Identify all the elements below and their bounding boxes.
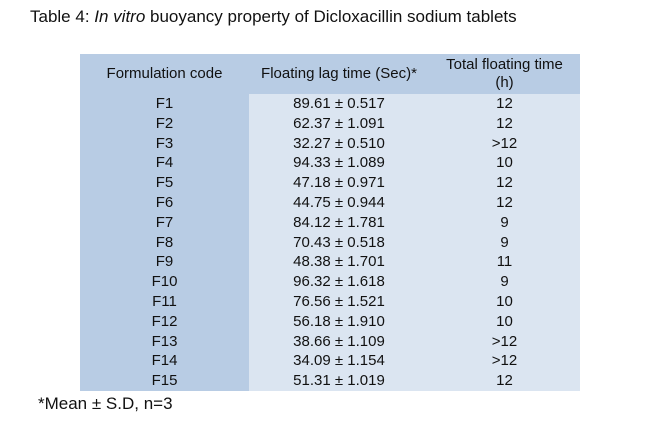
table-row: F5 47.18 ± 0.971 12: [80, 173, 580, 193]
table-row: F8 70.43 ± 0.518 9: [80, 232, 580, 253]
table-row: F13 38.66 ± 1.109 >12: [80, 331, 580, 352]
cell-total-floating-time: >12: [491, 352, 518, 370]
buoyancy-table: Formulation code Floating lag time (Sec)…: [80, 54, 580, 391]
cell-total-floating-time: 9: [500, 233, 509, 251]
cell-floating-lag-time: 34.09 ± 1.154: [293, 352, 385, 370]
cell-total-floating-time: 12: [496, 95, 513, 112]
cell-floating-lag-time: 47.18 ± 0.971: [293, 174, 385, 192]
cell-formulation-code: F2: [80, 113, 249, 134]
cell-total-floating-time: 12: [496, 114, 513, 132]
header-total-floating-time: Total floating time (h): [429, 54, 580, 94]
cell-formulation-code: F9: [80, 252, 249, 273]
table-row: F3 32.27 ± 0.510 >12: [80, 133, 580, 154]
table-row: F2 62.37 ± 1.091 12: [80, 113, 580, 134]
cell-floating-lag-time: 94.33 ± 1.089: [293, 154, 385, 172]
title-italic: In vitro: [94, 7, 146, 26]
cell-floating-lag-time: 89.61 ± 0.517: [293, 95, 385, 112]
cell-total-floating-time: 10: [496, 292, 513, 310]
table-row: F7 84.12 ± 1.781 9: [80, 212, 580, 233]
cell-floating-lag-time: 32.27 ± 0.510: [293, 134, 385, 152]
cell-total-floating-time: 10: [496, 312, 513, 330]
title-suffix: buoyancy property of Dicloxacillin sodiu…: [145, 7, 517, 26]
table-row: F1 89.61 ± 0.517 12: [80, 94, 580, 114]
cell-floating-lag-time: 96.32 ± 1.618: [293, 273, 385, 291]
header-floating-lag-time: Floating lag time (Sec)*: [249, 54, 429, 94]
table-row: F12 56.18 ± 1.910 10: [80, 311, 580, 332]
cell-total-floating-time: 9: [500, 213, 509, 231]
table-row: F15 51.31 ± 1.019 12: [80, 371, 580, 391]
cell-floating-lag-time: 56.18 ± 1.910: [293, 312, 385, 330]
cell-formulation-code: F6: [80, 192, 249, 213]
cell-floating-lag-time: 51.31 ± 1.019: [293, 372, 385, 390]
cell-formulation-code: F15: [80, 371, 249, 391]
cell-formulation-code: F10: [80, 272, 249, 292]
cell-floating-lag-time: 84.12 ± 1.781: [293, 213, 385, 231]
header-formulation-code: Formulation code: [80, 54, 249, 94]
footnote: *Mean ± S.D, n=3: [38, 394, 173, 413]
cell-floating-lag-time: 44.75 ± 0.944: [293, 193, 385, 211]
cell-formulation-code: F13: [80, 331, 249, 352]
cell-formulation-code: F3: [80, 133, 249, 154]
table-row: F11 76.56 ± 1.521 10: [80, 291, 580, 312]
cell-total-floating-time: >12: [491, 332, 518, 350]
title-prefix: Table 4:: [30, 7, 95, 26]
header-row: Formulation code Floating lag time (Sec)…: [80, 54, 580, 94]
table-row: F9 48.38 ± 1.701 11: [80, 252, 580, 273]
cell-formulation-code: F7: [80, 212, 249, 233]
cell-formulation-code: F11: [80, 291, 249, 312]
cell-total-floating-time: 12: [496, 372, 513, 390]
cell-total-floating-time: 12: [496, 193, 513, 211]
cell-formulation-code: F4: [80, 153, 249, 174]
cell-total-floating-time: 9: [500, 273, 509, 291]
cell-total-floating-time: 11: [496, 253, 513, 271]
table-row: F10 96.32 ± 1.618 9: [80, 272, 580, 292]
cell-floating-lag-time: 48.38 ± 1.701: [293, 253, 385, 271]
cell-formulation-code: F14: [80, 351, 249, 372]
table-row: F14 34.09 ± 1.154 >12: [80, 351, 580, 372]
cell-floating-lag-time: 62.37 ± 1.091: [293, 114, 385, 132]
cell-formulation-code: F8: [80, 232, 249, 253]
cell-total-floating-time: >12: [491, 134, 518, 152]
table-title: Table 4: In vitro buoyancy property of D…: [30, 7, 517, 27]
cell-total-floating-time: 10: [496, 154, 513, 172]
cell-floating-lag-time: 38.66 ± 1.109: [293, 332, 385, 350]
cell-floating-lag-time: 76.56 ± 1.521: [293, 292, 385, 310]
cell-formulation-code: F1: [80, 94, 249, 114]
table-row: F4 94.33 ± 1.089 10: [80, 153, 580, 174]
cell-total-floating-time: 12: [496, 174, 513, 192]
table-row: F6 44.75 ± 0.944 12: [80, 192, 580, 213]
cell-formulation-code: F5: [80, 173, 249, 193]
cell-floating-lag-time: 70.43 ± 0.518: [293, 233, 385, 251]
cell-formulation-code: F12: [80, 311, 249, 332]
